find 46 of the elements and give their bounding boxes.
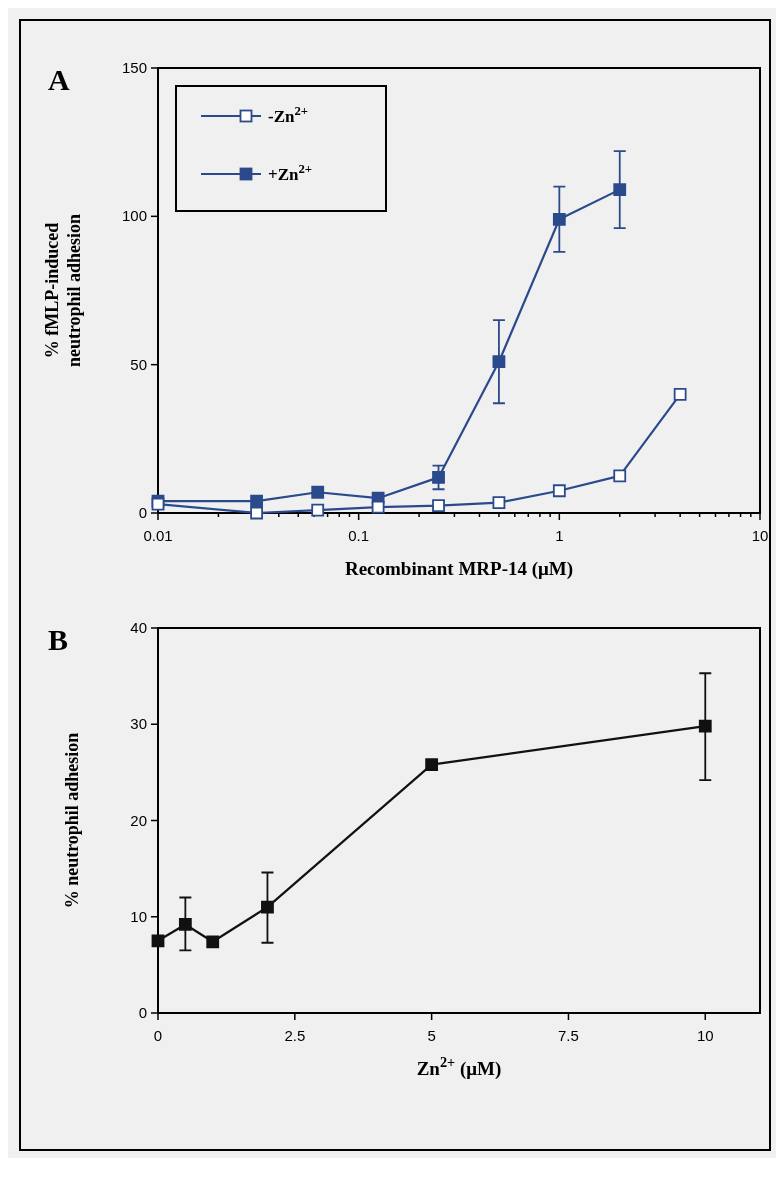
x-tick-label: 0 <box>153 1027 163 1044</box>
x-tick-label: 7.5 <box>558 1027 579 1044</box>
point <box>432 471 445 484</box>
y-tick-label: 100 <box>121 207 147 225</box>
y-tick-label: 50 <box>130 355 147 373</box>
y-tick-label: 30 <box>130 715 147 733</box>
y-tick-label: 0 <box>138 1004 147 1021</box>
point <box>311 503 325 517</box>
point <box>432 499 445 512</box>
point <box>698 719 712 733</box>
point <box>250 506 263 520</box>
point <box>613 469 627 483</box>
x-tick-label: 10 <box>696 1027 714 1044</box>
x-tick-label: 2.5 <box>284 1027 306 1044</box>
point <box>261 900 274 914</box>
y-axis-title: % neutrophil adhesion <box>62 732 82 909</box>
x-tick-label: 10 <box>751 527 769 544</box>
x-tick-label: 1 <box>555 527 564 544</box>
y-tick-label: 20 <box>130 811 147 829</box>
y-tick-label: 150 <box>121 59 147 76</box>
x-axis-title: Recombinant MRP-14 (μM) <box>344 558 574 580</box>
legend-label: -Zn$^{2+}$ <box>268 104 309 126</box>
point <box>492 496 506 510</box>
point <box>613 183 627 197</box>
chart-title: B <box>48 623 69 656</box>
x-tick-label: 0.01 <box>143 527 173 544</box>
x-tick-label: 0.1 <box>348 527 370 544</box>
point <box>552 484 566 498</box>
point <box>178 918 192 931</box>
point <box>673 387 687 401</box>
point <box>552 212 566 226</box>
x-tick-label: 5 <box>427 1027 436 1044</box>
y-tick-label: 10 <box>130 907 147 925</box>
point <box>151 934 165 948</box>
point <box>206 935 220 949</box>
point <box>250 494 263 508</box>
y-axis-title: % fMLP-induced neutrophil adhesion <box>42 213 84 368</box>
x-axis-title: Zn$^{2+}$ (μM) <box>416 1054 502 1080</box>
point <box>311 485 325 499</box>
point <box>425 758 439 772</box>
legend-label: +Zn$^{2+}$ <box>268 162 313 184</box>
point <box>371 500 385 514</box>
y-tick-label: 40 <box>130 619 147 636</box>
y-tick-label: 0 <box>138 504 147 521</box>
point <box>492 355 506 369</box>
chart-title: A <box>48 63 70 96</box>
